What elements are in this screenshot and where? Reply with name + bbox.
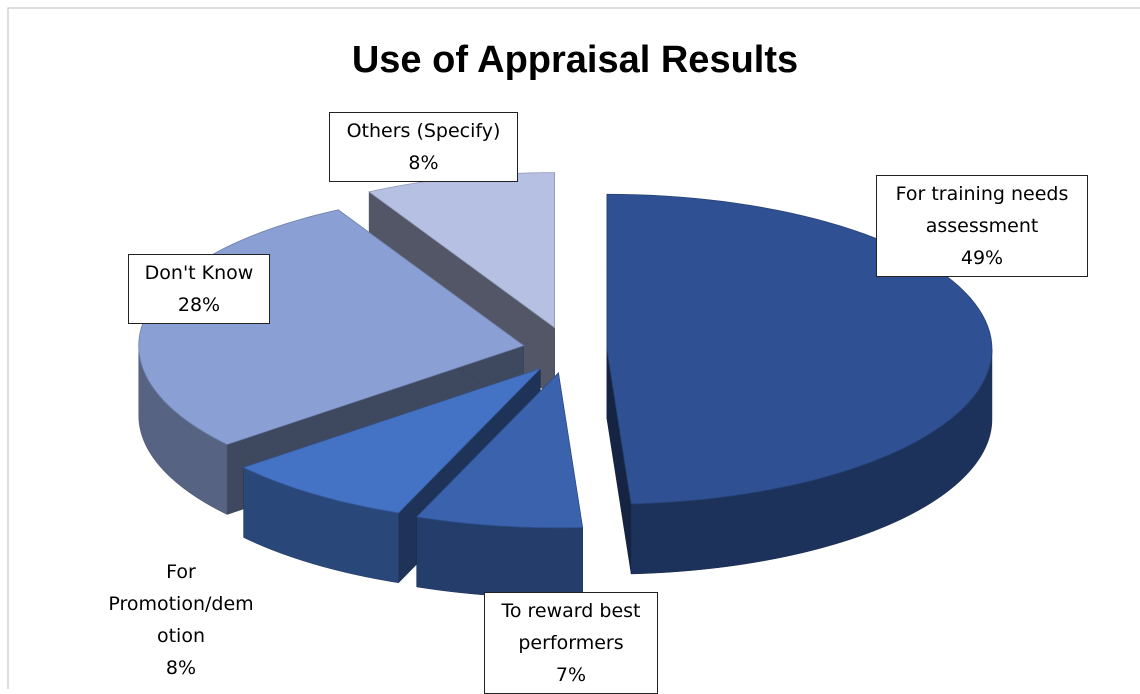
- chart-title: Use of Appraisal Results: [352, 39, 798, 81]
- data-label: Others (Specify) 8%: [329, 112, 518, 182]
- label-name: For Promotion/demotion: [108, 561, 254, 647]
- label-value: 8%: [165, 657, 197, 679]
- label-value: 28%: [177, 294, 221, 316]
- pie-slice: [415, 371, 584, 529]
- label-name: To reward best performers: [501, 600, 641, 654]
- label-value: 49%: [960, 247, 1004, 269]
- data-label: For training needs assessment 49%: [876, 175, 1088, 277]
- label-value: 7%: [555, 664, 587, 686]
- label-value: 8%: [408, 152, 439, 174]
- slice-wall: [416, 516, 583, 599]
- pie-slice: [242, 368, 541, 514]
- data-label: To reward best performers 7%: [484, 592, 658, 694]
- label-name: Don't Know: [144, 262, 254, 284]
- label-name: For training needs assessment: [895, 183, 1069, 237]
- label-name: Others (Specify): [346, 120, 501, 142]
- data-label: For Promotion/demotion 8%: [108, 556, 254, 684]
- data-label: Don't Know 28%: [128, 254, 270, 324]
